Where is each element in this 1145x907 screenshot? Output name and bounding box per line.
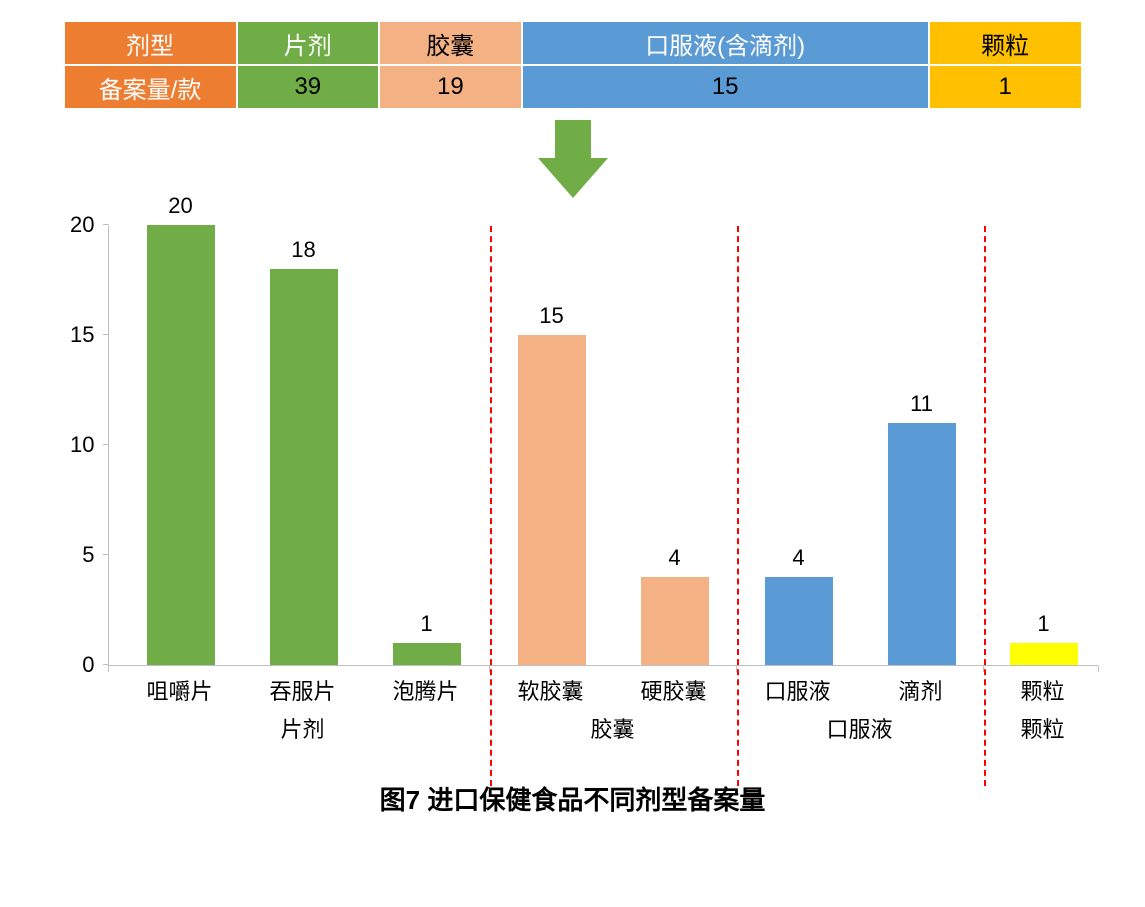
bar-value-label: 1 — [420, 611, 432, 637]
table-cell: 片剂 — [237, 21, 380, 65]
table-cell: 胶囊 — [379, 21, 522, 65]
table-cell: 口服液(含滴剂) — [522, 21, 929, 65]
figure-caption: 图7 进口保健食品不同剂型备案量 — [40, 780, 1105, 817]
bar-value-label: 20 — [168, 193, 192, 219]
x-category-label: 吞服片 — [269, 674, 335, 706]
x-category-label: 滴剂 — [898, 674, 942, 706]
x-group-label: 颗粒 — [1020, 712, 1064, 744]
bar-value-label: 11 — [910, 391, 933, 417]
bar: 18 — [270, 269, 338, 665]
table-cell: 39 — [237, 65, 380, 109]
table-cell: 1 — [929, 65, 1082, 109]
bar: 1 — [1010, 643, 1078, 665]
x-category-label: 咀嚼片 — [146, 674, 212, 706]
table-cell: 19 — [379, 65, 522, 109]
x-category-label: 泡腾片 — [392, 674, 458, 706]
x-category-label: 硬胶囊 — [640, 674, 706, 706]
y-axis-tick: 20 — [70, 212, 94, 238]
bar: 1 — [393, 643, 461, 665]
x-group-label: 胶囊 — [590, 712, 634, 744]
down-arrow-icon — [40, 120, 1105, 200]
table-cell: 剂型 — [64, 21, 237, 65]
bar: 11 — [888, 423, 956, 665]
bar-value-label: 1 — [1037, 611, 1049, 637]
y-axis-tick: 15 — [70, 322, 94, 348]
bar-value-label: 4 — [792, 545, 804, 571]
table-cell: 颗粒 — [929, 21, 1082, 65]
y-axis-tick: 5 — [82, 542, 94, 568]
y-axis-tick: 10 — [70, 432, 94, 458]
x-category-label: 颗粒 — [1020, 674, 1064, 706]
summary-table: 剂型片剂胶囊口服液(含滴剂)颗粒备案量/款3919151 — [63, 20, 1083, 110]
bar: 15 — [518, 335, 586, 665]
x-category-label: 口服液 — [764, 674, 830, 706]
bar: 4 — [641, 577, 709, 665]
x-group-label: 片剂 — [280, 712, 324, 744]
bar-value-label: 4 — [668, 545, 680, 571]
y-axis-tick: 0 — [82, 652, 94, 678]
x-category-label: 软胶囊 — [517, 674, 583, 706]
table-cell: 15 — [522, 65, 929, 109]
bar: 20 — [147, 225, 215, 665]
x-group-label: 口服液 — [826, 712, 892, 744]
bar: 4 — [765, 577, 833, 665]
bar-chart: 05101520201811544111 咀嚼片吞服片泡腾片软胶囊硬胶囊口服液滴… — [43, 206, 1103, 766]
table-cell: 备案量/款 — [64, 65, 237, 109]
bar-value-label: 15 — [539, 303, 563, 329]
bar-value-label: 18 — [291, 237, 315, 263]
